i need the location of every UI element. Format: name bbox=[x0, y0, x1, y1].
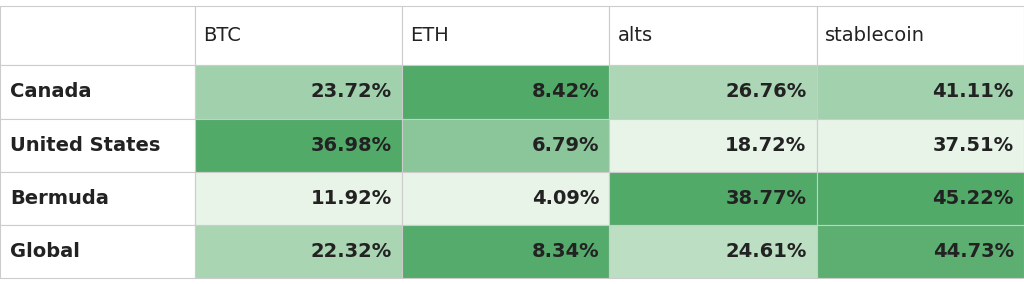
Bar bbox=[401, 225, 609, 278]
Bar bbox=[0, 172, 195, 225]
Text: 4.09%: 4.09% bbox=[531, 189, 599, 208]
Text: 24.61%: 24.61% bbox=[725, 242, 807, 261]
Bar bbox=[401, 119, 609, 172]
Bar bbox=[0, 225, 195, 278]
Text: 8.34%: 8.34% bbox=[531, 242, 599, 261]
Bar bbox=[817, 172, 1024, 225]
Bar bbox=[609, 225, 817, 278]
Text: 8.42%: 8.42% bbox=[531, 82, 599, 101]
Text: 41.11%: 41.11% bbox=[933, 82, 1014, 101]
Bar bbox=[609, 172, 817, 225]
Bar bbox=[609, 119, 817, 172]
Bar bbox=[817, 6, 1024, 65]
Text: 38.77%: 38.77% bbox=[725, 189, 807, 208]
Text: 22.32%: 22.32% bbox=[310, 242, 391, 261]
Text: Bermuda: Bermuda bbox=[10, 189, 110, 208]
Text: Canada: Canada bbox=[10, 82, 92, 101]
Bar bbox=[817, 225, 1024, 278]
Text: ETH: ETH bbox=[410, 26, 449, 45]
Text: 26.76%: 26.76% bbox=[725, 82, 807, 101]
Text: alts: alts bbox=[617, 26, 652, 45]
Bar bbox=[195, 65, 401, 119]
Text: 6.79%: 6.79% bbox=[531, 136, 599, 155]
Text: stablecoin: stablecoin bbox=[825, 26, 925, 45]
Text: 36.98%: 36.98% bbox=[310, 136, 391, 155]
Bar bbox=[401, 65, 609, 119]
Bar bbox=[195, 225, 401, 278]
Bar bbox=[195, 172, 401, 225]
Bar bbox=[817, 119, 1024, 172]
Text: 45.22%: 45.22% bbox=[933, 189, 1014, 208]
Text: United States: United States bbox=[10, 136, 161, 155]
Bar bbox=[0, 6, 195, 65]
Text: BTC: BTC bbox=[203, 26, 241, 45]
Bar bbox=[0, 119, 195, 172]
Text: 44.73%: 44.73% bbox=[933, 242, 1014, 261]
Bar bbox=[609, 65, 817, 119]
Bar bbox=[195, 6, 401, 65]
Bar bbox=[195, 119, 401, 172]
Bar bbox=[0, 65, 195, 119]
Bar bbox=[401, 6, 609, 65]
Bar bbox=[401, 172, 609, 225]
Text: 23.72%: 23.72% bbox=[310, 82, 391, 101]
Bar bbox=[609, 6, 817, 65]
Text: 18.72%: 18.72% bbox=[725, 136, 807, 155]
Bar bbox=[817, 65, 1024, 119]
Text: Global: Global bbox=[10, 242, 80, 261]
Text: 11.92%: 11.92% bbox=[310, 189, 391, 208]
Text: 37.51%: 37.51% bbox=[933, 136, 1014, 155]
